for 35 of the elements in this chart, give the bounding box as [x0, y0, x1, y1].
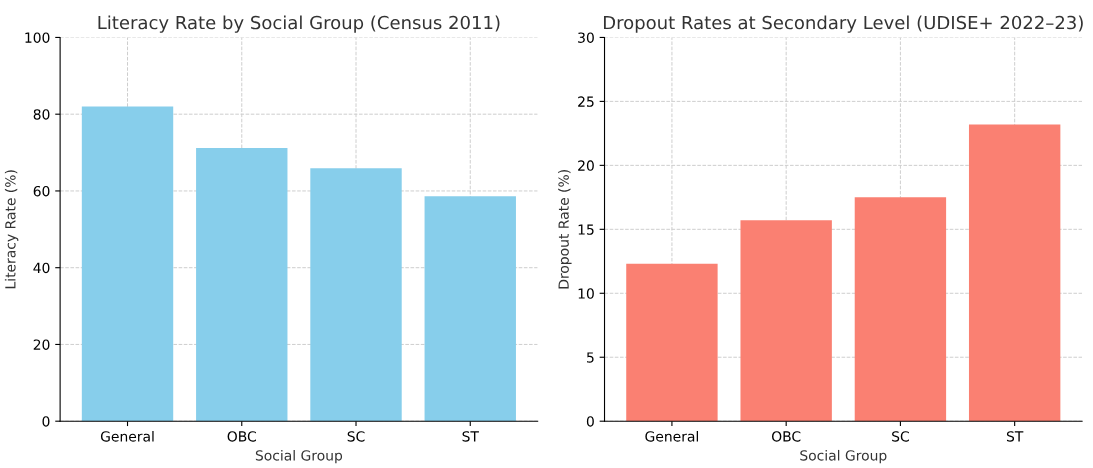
- x-tick-label: OBC: [227, 431, 256, 442]
- y-tick-label: 30: [578, 32, 594, 43]
- x-axis-title: Social Group: [800, 449, 887, 464]
- bar: [626, 263, 718, 422]
- y-tick-label: 25: [578, 96, 594, 107]
- x-tick-label: OBC: [771, 431, 801, 442]
- y-tick-label: 80: [33, 109, 50, 120]
- y-tick-label: 15: [578, 224, 594, 235]
- y-tick-label: 60: [33, 185, 50, 197]
- bar: [424, 196, 516, 422]
- y-tick-label: 20: [33, 339, 50, 350]
- bar: [740, 220, 832, 422]
- y-tick-label: 100: [25, 32, 50, 43]
- y-tick-label: 40: [33, 262, 50, 274]
- y-tick-label: 20: [578, 160, 594, 171]
- bar: [81, 106, 174, 422]
- x-tick-label: SC: [892, 431, 909, 442]
- y-tick-label: 0: [42, 416, 50, 427]
- chart-title: Literacy Rate by Social Group (Census 2011): [98, 15, 500, 33]
- x-tick-label: ST: [1006, 431, 1024, 442]
- x-tick-label: General: [645, 430, 698, 442]
- y-axis-title: Dropout Rate (%): [558, 170, 572, 289]
- y-tick-label: 5: [587, 352, 594, 363]
- x-tick-label: ST: [462, 431, 479, 442]
- y-axis-title: Literacy Rate (%): [4, 170, 19, 289]
- y-tick-label: 10: [578, 288, 594, 299]
- x-axis-title: Social Group: [255, 449, 343, 464]
- x-tick-label: General: [100, 430, 154, 442]
- bar: [310, 168, 402, 422]
- chart-title: Dropout Rates at Secondary Level (UDISE+ 2022–23): [603, 15, 1083, 33]
- y-tick-label: 0: [586, 416, 594, 427]
- bar: [968, 124, 1061, 422]
- x-tick-label: SC: [347, 431, 365, 442]
- bar: [196, 147, 288, 422]
- bar: [854, 197, 947, 422]
